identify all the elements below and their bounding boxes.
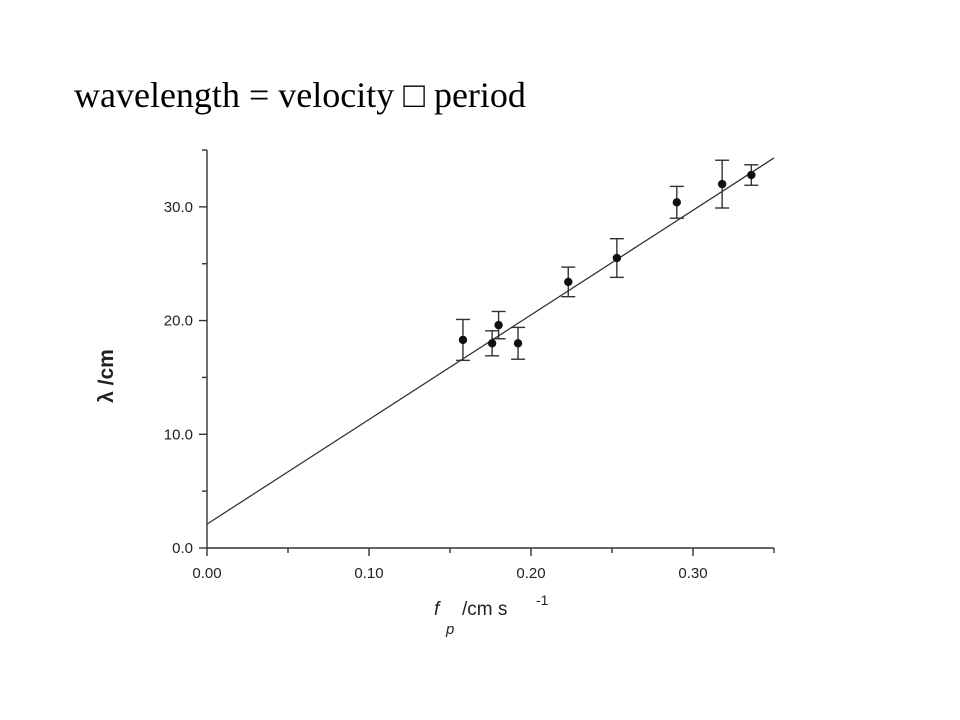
x-tick-label: 0.20 [516, 565, 545, 582]
x-tick-label: 0.10 [354, 565, 383, 582]
x-axis-label: f p /cm s -1 [434, 592, 549, 639]
data-point [717, 179, 727, 189]
data-point [494, 320, 503, 330]
chart-tick-labels: 0.0 10.0 20.0 30.0 0.00 0.10 0.20 0.30 [164, 199, 708, 582]
x-axis-label-exponent: -1 [536, 592, 549, 608]
y-axis-label: λ /cm [95, 349, 118, 403]
data-point [458, 335, 468, 345]
data-point [564, 277, 573, 287]
slide-title: wavelength = velocity □ period [74, 75, 526, 115]
y-tick-label: 0.0 [172, 540, 193, 557]
data-point [513, 339, 523, 348]
chart-axes [206, 150, 774, 549]
x-axis-label-subscript: p [445, 621, 454, 638]
y-tick-label: 20.0 [164, 313, 193, 330]
x-axis-label-symbol: f [434, 599, 441, 620]
x-tick-label: 0.00 [192, 565, 221, 582]
data-point [612, 253, 622, 263]
chart-ticks [199, 149, 775, 556]
chart-points [458, 170, 756, 348]
data-point [672, 198, 681, 207]
y-tick-label: 30.0 [164, 199, 193, 216]
data-point [747, 170, 756, 180]
data-point [487, 339, 497, 348]
y-tick-label: 10.0 [164, 426, 193, 443]
x-axis-label-unit: /cm s [462, 599, 507, 620]
chart-error-bars [455, 159, 759, 362]
x-tick-label: 0.30 [678, 565, 707, 582]
